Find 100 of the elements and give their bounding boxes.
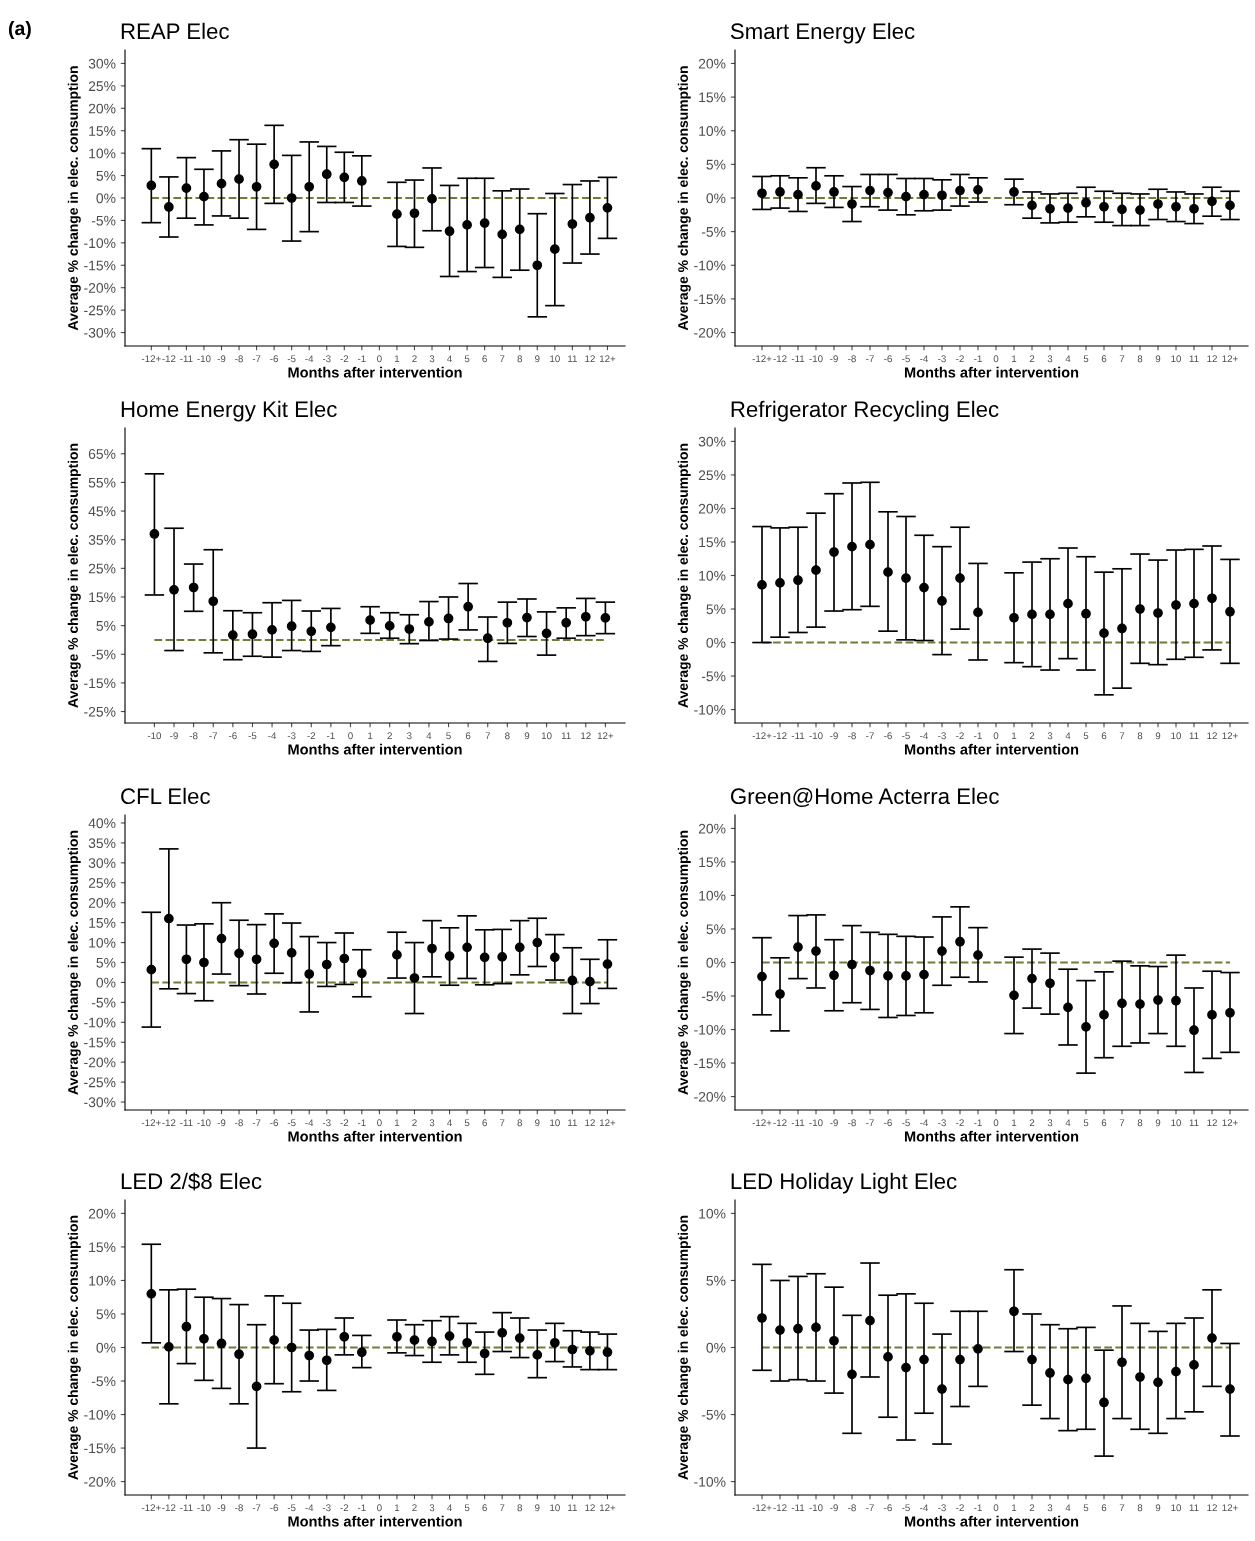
x-tick-label: -2 (956, 355, 964, 363)
point (163, 202, 174, 212)
point (326, 622, 336, 633)
point (793, 575, 803, 586)
x-tick-label: 3 (429, 355, 435, 363)
point (522, 612, 532, 623)
point (901, 191, 911, 202)
y-tick-label: -10% (84, 1409, 116, 1420)
point (1099, 1009, 1109, 1020)
point (409, 1335, 420, 1345)
y-tick-label: 0% (706, 637, 726, 648)
point (1045, 978, 1055, 989)
x-tick-label: 3 (1047, 355, 1053, 363)
point (1009, 187, 1019, 197)
x-tick-label: 2 (387, 732, 392, 740)
x-tick-label: -5 (248, 732, 257, 740)
x-tick-label: -9 (830, 732, 838, 740)
point (146, 1289, 157, 1299)
x-tick-label: 10 (550, 1119, 560, 1127)
y-tick-label: 25% (88, 878, 116, 888)
x-tick-label: -12 (162, 1119, 176, 1127)
x-tick-label: 7 (499, 1119, 505, 1127)
x-tick-label: 1 (394, 1119, 400, 1127)
point (585, 976, 595, 987)
x-tick-label: -2 (340, 1119, 349, 1127)
x-tick-label: 4 (1065, 1504, 1071, 1512)
y-tick-label: 35% (88, 838, 116, 849)
point (1135, 1372, 1145, 1382)
point (937, 1384, 947, 1394)
y-tick-label: -5% (91, 649, 116, 660)
point (463, 601, 473, 612)
point (149, 529, 160, 539)
point (1171, 995, 1181, 1006)
x-tick-label: -12+ (752, 355, 772, 363)
x-tick-label: -8 (848, 1119, 856, 1127)
y-tick-label: 65% (88, 449, 116, 459)
y-tick-label: 15% (89, 1242, 116, 1253)
x-tick-label: -3 (938, 732, 946, 740)
x-tick-label: -12+ (752, 732, 772, 740)
y-tick-label: -15% (84, 260, 116, 271)
x-tick-label: -1 (357, 355, 366, 363)
point (286, 1342, 297, 1353)
x-tick-label: -9 (830, 1504, 838, 1512)
x-tick-label: -12+ (752, 1119, 772, 1127)
x-tick-label: 4 (1065, 1119, 1071, 1127)
y-tick-label: -20% (84, 283, 116, 293)
x-tick-label: 8 (517, 1504, 523, 1512)
point (269, 938, 279, 949)
x-tick-label: -6 (270, 1119, 279, 1127)
point (793, 1323, 803, 1334)
y-tick-label: 0% (96, 1342, 116, 1353)
x-tick-label: 12+ (599, 1119, 616, 1127)
point (1207, 1009, 1217, 1020)
x-tick-label: 0 (993, 1504, 999, 1512)
point (1207, 1333, 1217, 1343)
y-tick-label: 20% (698, 58, 726, 69)
x-axis-title: Months after intervention (904, 1515, 1079, 1527)
point (216, 1338, 227, 1349)
x-tick-label: 8 (1137, 1119, 1143, 1127)
x-tick-label: -4 (920, 732, 929, 740)
y-tick-label: -5% (701, 1409, 726, 1420)
x-tick-label: 10 (1171, 1119, 1182, 1127)
x-tick-label: -1 (974, 1119, 982, 1127)
x-tick-label: 4 (426, 732, 432, 740)
point (199, 957, 209, 968)
x-tick-label: 3 (429, 1504, 435, 1512)
x-axis-title: Months after intervention (288, 366, 462, 378)
y-tick-label: 15% (89, 126, 116, 136)
x-tick-label: 10 (550, 1504, 560, 1512)
x-tick-label: -2 (956, 1119, 964, 1127)
point (286, 621, 297, 632)
point (1225, 200, 1235, 211)
y-tick-label: -25% (84, 305, 116, 316)
y-tick-label: -10% (694, 1024, 726, 1035)
x-tick-label: 12 (585, 1504, 595, 1512)
chart-title: Refrigerator Recycling Elec (731, 400, 999, 422)
point (1027, 200, 1037, 211)
y-tick-label: -5% (701, 227, 726, 237)
point (549, 1337, 560, 1348)
point (321, 169, 332, 180)
x-tick-label: -3 (938, 1119, 946, 1127)
x-tick-label: 6 (465, 732, 471, 740)
y-axis-title: Average % change in elec. consumption (67, 443, 81, 708)
y-tick-label: 5% (96, 1309, 116, 1320)
x-tick-label: -8 (848, 355, 856, 363)
point (1009, 1306, 1019, 1317)
x-tick-label: 9 (1155, 355, 1161, 363)
point (1099, 201, 1109, 212)
x-tick-label: -9 (830, 1119, 838, 1127)
x-tick-label: 2 (1029, 1504, 1035, 1512)
point (514, 942, 525, 953)
point (757, 971, 767, 982)
point (479, 218, 490, 228)
chart-title: Home Energy Kit Elec (121, 400, 337, 422)
x-tick-label: 9 (524, 732, 530, 740)
point (479, 1348, 490, 1359)
point (1009, 990, 1019, 1001)
y-axis-title: Average % change in elec. consumption (677, 66, 691, 331)
point (216, 933, 227, 944)
point (532, 260, 543, 271)
